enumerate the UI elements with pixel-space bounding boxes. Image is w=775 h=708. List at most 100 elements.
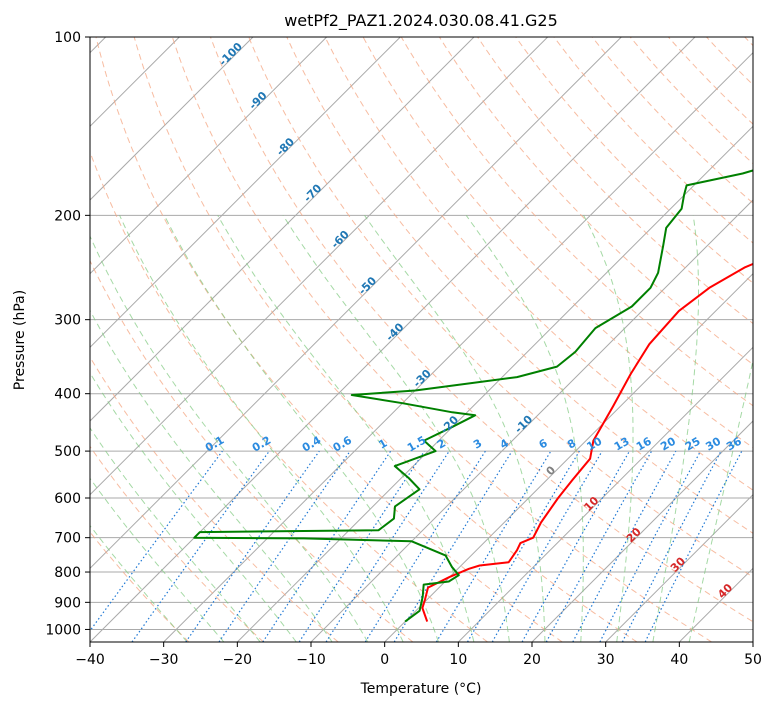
dry-adiabat-line — [90, 356, 339, 642]
dry-adiabat-line — [591, 37, 753, 204]
isotherm-label: -50 — [356, 274, 379, 297]
isotherm-line — [605, 493, 753, 642]
temperature-profile-line — [421, 262, 753, 622]
dry-adiabat-line — [248, 37, 753, 578]
mixing-ratio-line — [185, 450, 320, 642]
x-tick-label: −30 — [149, 652, 179, 668]
chart-title: wetPf2_PAZ1.2024.030.08.41.G25 — [284, 11, 558, 31]
moist-adiabat-line — [583, 215, 634, 642]
dry-adiabat-line — [171, 37, 712, 642]
isotherm-label: -30 — [411, 367, 434, 390]
mixing-ratio-label: 6 — [537, 436, 550, 451]
moist-adiabat-line — [364, 215, 546, 642]
isotherm-line — [236, 125, 753, 642]
isotherm-label: 40 — [715, 581, 735, 601]
dry-adiabat-line — [668, 37, 753, 125]
dry-adiabat-line — [90, 445, 264, 642]
x-tick-label: 30 — [597, 652, 615, 668]
isotherm-line — [90, 37, 696, 642]
isotherm-line — [310, 199, 753, 642]
mixing-ratio-label: 2 — [435, 437, 448, 452]
x-tick-label: 50 — [744, 652, 762, 668]
dry-adiabat-line — [629, 37, 753, 165]
profile-layer — [193, 169, 753, 623]
dewpoint-profile-line — [193, 169, 753, 623]
isotherm-line — [90, 37, 254, 201]
y-axis-label: Pressure (hPa) — [12, 290, 28, 390]
moist-adiabat-line — [119, 215, 404, 642]
y-axis: 1000 900 800 700 600 500 400 300 200 100 — [45, 30, 90, 638]
y-tick-label: 500 — [54, 444, 81, 460]
mixing-ratio-line — [435, 450, 552, 642]
moist-adiabat-line — [90, 235, 369, 642]
y-tick-label: 400 — [54, 387, 81, 403]
moist-adiabat-line — [90, 371, 297, 642]
isotherm-line — [678, 567, 753, 642]
y-tick-label: 700 — [54, 531, 81, 547]
dry-adiabat-line — [90, 150, 488, 642]
moist-adiabat-line — [90, 477, 225, 642]
moist-adiabat-line — [163, 215, 439, 642]
dry-adiabat-line — [210, 37, 753, 623]
y-tick-label: 900 — [54, 595, 81, 611]
plot-frame — [89, 36, 754, 643]
isotherm-line — [531, 420, 753, 642]
x-tick-label: 10 — [449, 652, 467, 668]
mixing-ratio-line — [572, 450, 677, 642]
dry-adiabat-line — [133, 37, 638, 642]
isotherm-label: 10 — [581, 494, 601, 514]
isotherm-label: -60 — [329, 228, 352, 251]
y-tick-label: 800 — [54, 565, 81, 581]
isotherm-line — [90, 37, 622, 570]
x-tick-label: −10 — [296, 652, 326, 668]
isotherm-label: -90 — [246, 89, 269, 112]
moist-adiabat-line — [465, 215, 584, 642]
mixing-ratio-label: 1 — [376, 437, 389, 452]
x-tick-label: 20 — [523, 652, 541, 668]
mixing-ratio-line — [325, 450, 450, 642]
y-tick-label: 100 — [54, 30, 81, 46]
mixing-ratio-line — [218, 450, 351, 642]
x-tick-label: −20 — [223, 652, 253, 668]
moist-adiabat-line — [217, 215, 475, 642]
dry-adiabat-line — [706, 37, 753, 86]
x-axis-label: Temperature (°C) — [360, 681, 482, 697]
isotherm-line — [90, 37, 328, 275]
isotherm-line — [457, 346, 753, 642]
isotherm-line — [90, 37, 401, 349]
moist-adiabat-line — [282, 215, 510, 642]
background-lines — [90, 37, 753, 642]
x-tick-label: 40 — [670, 652, 688, 668]
isotherm-line — [90, 37, 475, 422]
x-tick-label: 0 — [380, 652, 389, 668]
mixing-ratio-line — [262, 450, 392, 642]
isotherm-label: -10 — [512, 413, 535, 436]
isotherm-line — [163, 51, 753, 642]
moist-adiabat-line — [688, 358, 753, 642]
mixing-ratio-line — [545, 450, 653, 642]
moist-adiabat-line — [652, 215, 699, 642]
isotherm-line — [90, 37, 549, 496]
y-tick-label: 200 — [54, 208, 81, 224]
isotherm-label: -70 — [301, 181, 324, 204]
grid-layer — [90, 37, 753, 642]
dry-adiabat-line — [324, 37, 753, 491]
isotherm-label: -80 — [274, 135, 297, 158]
dry-adiabat-line — [744, 37, 753, 47]
mixing-ratio-line — [491, 450, 603, 642]
x-axis: −40 −30 −20 −10 0 10 20 30 40 50 — [75, 642, 762, 668]
mixing-ratio-line — [90, 450, 223, 632]
x-tick-label: −40 — [75, 652, 105, 668]
mixing-ratio-line — [599, 450, 702, 642]
moist-adiabat-line — [90, 309, 333, 642]
moist-adiabat-line — [90, 427, 261, 642]
mixing-ratio-line — [298, 450, 425, 642]
mixing-ratio-line — [393, 450, 513, 642]
mixing-ratio-line — [131, 450, 270, 642]
dry-adiabat-line — [515, 37, 753, 284]
mixing-ratio-label: 3 — [471, 437, 484, 452]
isotherm-line — [384, 272, 753, 642]
dry-adiabat-line — [400, 37, 753, 407]
isotherm-label: -100 — [216, 40, 245, 69]
